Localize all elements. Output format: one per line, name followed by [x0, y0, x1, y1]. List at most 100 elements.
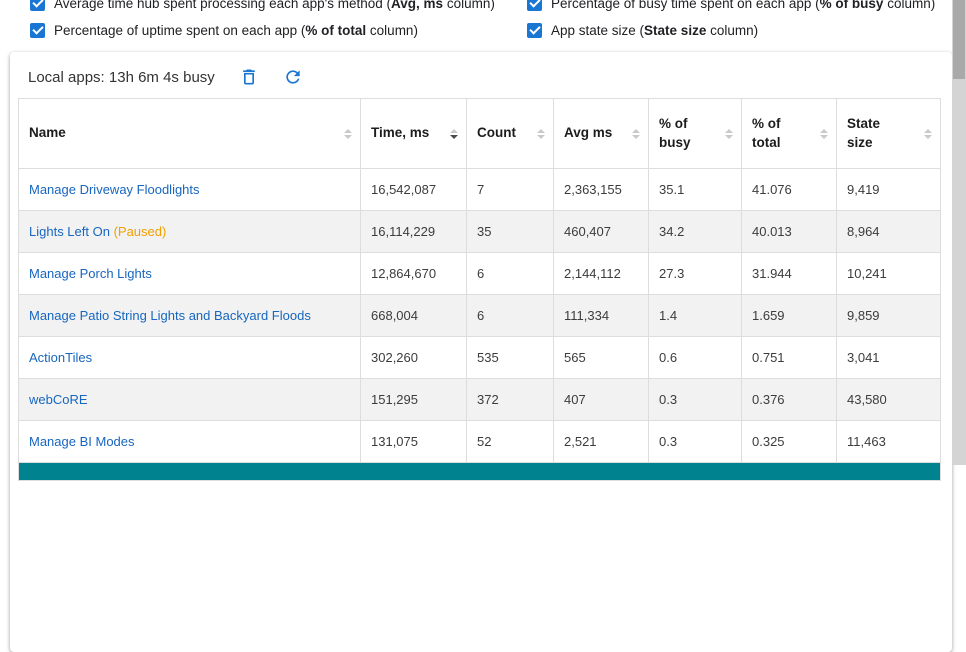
apps-table: Name Time, ms CountAvg ms % of busy % of tot…: [18, 98, 941, 481]
cell-time_ms: 12,864,670: [361, 253, 467, 295]
cell-pct_busy: 0.3: [649, 379, 742, 421]
cell-count: 7: [467, 169, 554, 211]
cell-pct_busy: 1.4: [649, 295, 742, 337]
cell-pct_busy: 34.2: [649, 211, 742, 253]
column-label: % of busy: [659, 115, 705, 151]
filter-pct-total[interactable]: Percentage of uptime spent on each app (…: [30, 18, 527, 42]
checkbox-checked-icon[interactable]: [527, 23, 542, 38]
sort-asc-icon: [632, 129, 640, 133]
app-name-link[interactable]: Manage Driveway Floodlights: [29, 182, 200, 197]
filter-pct-busy[interactable]: Percentage of busy time spent on each ap…: [527, 0, 952, 15]
sort-icons: [632, 129, 640, 139]
column-header-count[interactable]: Count: [467, 99, 554, 169]
cell-avg_ms: 2,363,155: [554, 169, 649, 211]
partial-next-row-cell: [19, 463, 941, 481]
scrollbar-track[interactable]: [952, 0, 966, 465]
app-name-link[interactable]: Manage Porch Lights: [29, 266, 152, 281]
sort-asc-icon: [537, 129, 545, 133]
cell-name: Lights Left On (Paused): [19, 211, 361, 253]
sort-icons: [924, 129, 932, 139]
table-row: Manage BI Modes131,075522,5210.30.32511,…: [19, 421, 941, 463]
cell-pct_total: 41.076: [742, 169, 837, 211]
local-apps-toolbar: Local apps: 13h 6m 4s busy: [18, 64, 940, 98]
filter-label: Average time hub spent processing each a…: [54, 0, 495, 11]
cell-pct_total: 40.013: [742, 211, 837, 253]
column-header-avg_ms[interactable]: Avg ms: [554, 99, 649, 169]
cell-avg_ms: 565: [554, 337, 649, 379]
cell-name: webCoRE: [19, 379, 361, 421]
cell-name: Manage Patio String Lights and Backyard …: [19, 295, 361, 337]
scrollbar-thumb[interactable]: [953, 0, 965, 79]
filter-label-column: % of total: [305, 23, 366, 38]
sort-desc-icon: [725, 135, 733, 139]
cell-avg_ms: 2,144,112: [554, 253, 649, 295]
cell-state_size: 9,859: [837, 295, 941, 337]
apps-table-header-row: Name Time, ms CountAvg ms % of busy % of tot…: [19, 99, 941, 169]
checkbox-checked-icon[interactable]: [527, 0, 542, 11]
column-header-time_ms[interactable]: Time, ms: [361, 99, 467, 169]
cell-state_size: 9,419: [837, 169, 941, 211]
local-apps-title: Local apps: 13h 6m 4s busy: [28, 69, 215, 86]
column-label: Time, ms: [371, 124, 429, 142]
cell-avg_ms: 460,407: [554, 211, 649, 253]
filter-label-text: Percentage of busy time spent on each ap…: [551, 0, 820, 11]
checkbox-checked-icon[interactable]: [30, 23, 45, 38]
sort-desc-icon: [344, 135, 352, 139]
cell-pct_busy: 0.3: [649, 421, 742, 463]
table-row: webCoRE151,2953724070.30.37643,580: [19, 379, 941, 421]
filter-label: Percentage of busy time spent on each ap…: [551, 0, 935, 11]
table-row: Manage Porch Lights12,864,67062,144,1122…: [19, 253, 941, 295]
sort-desc-icon: [537, 135, 545, 139]
cell-state_size: 10,241: [837, 253, 941, 295]
refresh-stats-button[interactable]: [283, 67, 303, 87]
column-header-name[interactable]: Name: [19, 99, 361, 169]
cell-avg_ms: 111,334: [554, 295, 649, 337]
filter-avg-ms[interactable]: Average time hub spent processing each a…: [30, 0, 527, 15]
cell-state_size: 43,580: [837, 379, 941, 421]
column-header-pct_total[interactable]: % of total: [742, 99, 837, 169]
trash-icon: [239, 67, 259, 87]
sort-desc-icon: [632, 135, 640, 139]
cell-pct_busy: 0.6: [649, 337, 742, 379]
filter-label-text: column): [443, 0, 495, 11]
app-name-link[interactable]: webCoRE: [29, 392, 88, 407]
sort-desc-icon: [820, 135, 828, 139]
sort-icons: [344, 129, 352, 139]
sort-icons: [820, 129, 828, 139]
cell-pct_busy: 27.3: [649, 253, 742, 295]
filter-label-text: column): [366, 23, 418, 38]
cell-time_ms: 668,004: [361, 295, 467, 337]
app-name-link[interactable]: Lights Left On: [29, 224, 110, 239]
cell-state_size: 8,964: [837, 211, 941, 253]
filter-label-text: Percentage of uptime spent on each app (: [54, 23, 305, 38]
sort-asc-icon: [725, 129, 733, 133]
checkbox-checked-icon[interactable]: [30, 0, 45, 11]
cell-avg_ms: 407: [554, 379, 649, 421]
cell-pct_total: 31.944: [742, 253, 837, 295]
column-label: State size: [847, 115, 893, 151]
filters-section: Average time hub spent processing each a…: [30, 0, 952, 42]
cell-pct_total: 1.659: [742, 295, 837, 337]
cell-time_ms: 16,542,087: [361, 169, 467, 211]
filter-label-text: column): [706, 23, 758, 38]
filter-label-text: column): [883, 0, 935, 11]
cell-pct_total: 0.751: [742, 337, 837, 379]
cell-name: Manage Porch Lights: [19, 253, 361, 295]
cell-name: ActionTiles: [19, 337, 361, 379]
filter-label-text: Average time hub spent processing each a…: [54, 0, 391, 11]
app-name-link[interactable]: ActionTiles: [29, 350, 92, 365]
table-row: ActionTiles302,2605355650.60.7513,041: [19, 337, 941, 379]
column-header-state_size[interactable]: State size: [837, 99, 941, 169]
delete-stats-button[interactable]: [239, 67, 259, 87]
cell-avg_ms: 2,521: [554, 421, 649, 463]
filter-label-text: App state size (: [551, 23, 644, 38]
filter-state-size[interactable]: App state size (State size column): [527, 18, 952, 42]
app-name-link[interactable]: Manage BI Modes: [29, 434, 135, 449]
app-name-link[interactable]: Manage Patio String Lights and Backyard …: [29, 308, 311, 323]
sort-icons: [450, 129, 458, 139]
sort-desc-icon: [450, 135, 458, 139]
cell-time_ms: 151,295: [361, 379, 467, 421]
filter-label-column: Avg, ms: [391, 0, 443, 11]
column-header-pct_busy[interactable]: % of busy: [649, 99, 742, 169]
column-label: Name: [29, 124, 66, 142]
